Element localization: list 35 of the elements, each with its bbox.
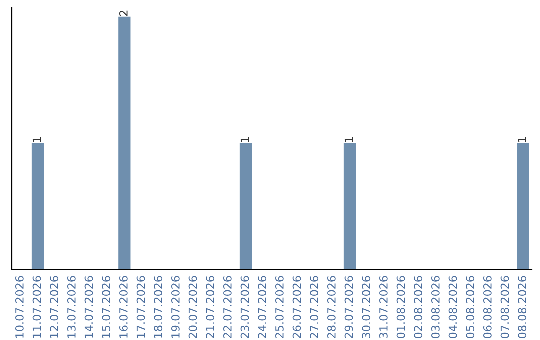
- x-tick-label: 05.08.2026: [466, 276, 475, 338]
- data-label: 1: [518, 137, 526, 142]
- x-tick-label: 29.07.2026: [344, 276, 354, 338]
- x-tick-label: 25.07.2026: [275, 276, 284, 338]
- x-tick-label: 14.07.2026: [84, 276, 94, 338]
- x-tick-label: 31.07.2026: [379, 276, 388, 338]
- x-tick-label: 10.07.2026: [15, 276, 24, 338]
- x-tick-label: 19.07.2026: [171, 276, 180, 338]
- x-tick-label: 04.08.2026: [448, 276, 458, 338]
- data-label: 1: [344, 137, 354, 142]
- x-tick-label: 26.07.2026: [292, 276, 302, 338]
- data-label: 1: [240, 137, 250, 142]
- x-tick-label: 03.08.2026: [431, 276, 440, 338]
- x-tick-label: 18.07.2026: [154, 276, 163, 338]
- x-tick-label: 02.08.2026: [414, 276, 423, 338]
- x-tick-label: 12.07.2026: [50, 276, 59, 338]
- x-tick-label: 30.07.2026: [362, 276, 371, 338]
- x-tick-label: 22.07.2026: [223, 276, 232, 338]
- x-tick-label: 01.08.2026: [396, 276, 406, 338]
- x-tick-label: 24.07.2026: [258, 276, 267, 338]
- x-tick-label: 16.07.2026: [119, 276, 128, 338]
- x-tick-label: 17.07.2026: [136, 276, 146, 338]
- x-tick-label: 13.07.2026: [67, 276, 76, 338]
- x-tick-label: 08.08.2026: [518, 276, 527, 338]
- x-tick-label: 15.07.2026: [102, 276, 111, 338]
- x-tick-label: 23.07.2026: [240, 276, 250, 338]
- data-label: 2: [119, 10, 128, 16]
- x-tick-label: 28.07.2026: [327, 276, 336, 338]
- x-tick-label: 21.07.2026: [206, 276, 215, 338]
- x-tick-label: 06.08.2026: [483, 276, 492, 338]
- data-label: 1: [32, 137, 42, 142]
- x-tick-label: 07.08.2026: [500, 276, 510, 338]
- x-tick-label: 20.07.2026: [188, 276, 198, 338]
- x-tick-label: 27.07.2026: [310, 276, 319, 338]
- x-tick-label: 11.07.2026: [32, 276, 42, 338]
